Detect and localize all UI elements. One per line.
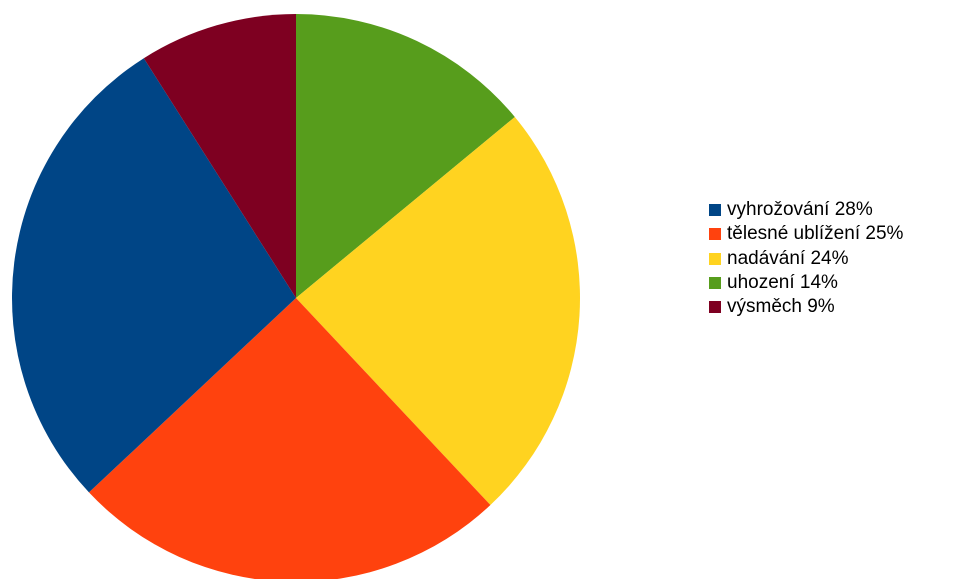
legend-label: tělesné ublížení 25% xyxy=(727,223,904,245)
chart-legend: vyhrožování 28% tělesné ublížení 25% nadáv… xyxy=(709,198,903,319)
legend-label: vyhrožování 28% xyxy=(727,199,873,220)
legend-swatch xyxy=(709,301,721,314)
legend-label: výsměch 9% xyxy=(727,296,835,318)
legend-item: výsměch 9% xyxy=(709,295,903,319)
legend-item: tělesné ublížení 25% xyxy=(709,222,903,246)
pie-slice-vyhrozovani xyxy=(12,58,297,493)
pie-slice-nadavani xyxy=(296,116,581,506)
legend-swatch xyxy=(709,228,721,241)
legend-label: uhození 14% xyxy=(727,271,838,293)
legend-item: nadávání 24% xyxy=(709,247,903,271)
legend-swatch xyxy=(709,204,721,217)
pie-slice-vysmech xyxy=(143,14,296,298)
legend-label: nadávání 24% xyxy=(727,247,849,269)
legend-swatch xyxy=(709,252,721,265)
legend-swatch xyxy=(709,277,721,290)
pie-slice-uhozeni xyxy=(296,14,515,298)
legend-item: vyhrožování 28% xyxy=(709,198,903,222)
pie-chart xyxy=(12,14,581,579)
legend-item: uhození 14% xyxy=(709,271,903,295)
pie-slice-telesne-ublizeni xyxy=(88,298,491,579)
